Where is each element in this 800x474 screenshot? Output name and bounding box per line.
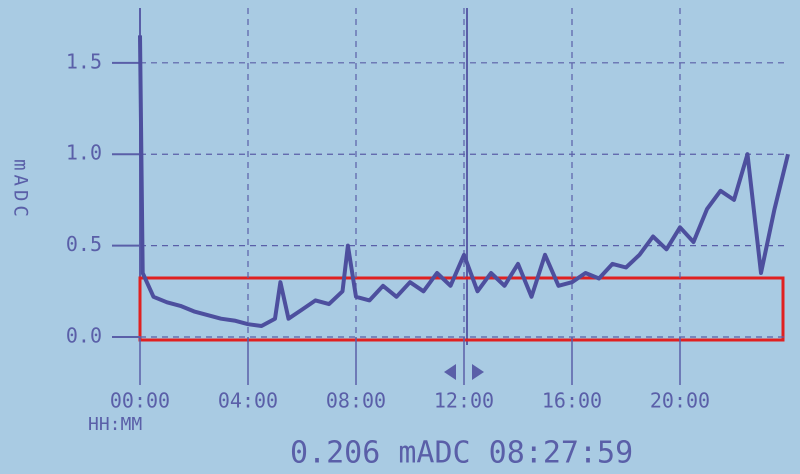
y-tick-label: 1.0: [66, 141, 102, 165]
cursor-left: [444, 364, 456, 380]
highlight-box: [138, 276, 785, 342]
x-axis-label: HH:MM: [88, 414, 142, 435]
x-tick-label: 20:00: [650, 389, 710, 413]
y-tick-label: 0.5: [66, 232, 102, 256]
x-tick-label: 16:00: [542, 389, 602, 413]
y-tick-label: 0.0: [66, 324, 102, 348]
x-tick-label: 00:00: [110, 389, 170, 413]
data-line: [138, 35, 790, 328]
cursor-right: [472, 364, 484, 380]
x-tick-label: 04:00: [218, 389, 278, 413]
y-tick-label: 1.5: [66, 49, 102, 73]
x-tick-label: 12:00: [434, 389, 494, 413]
y-axis-label: mADC: [10, 159, 32, 221]
status-readout: 0.206 mADC 08:27:59: [290, 436, 633, 471]
x-tick-label: 08:00: [326, 389, 386, 413]
